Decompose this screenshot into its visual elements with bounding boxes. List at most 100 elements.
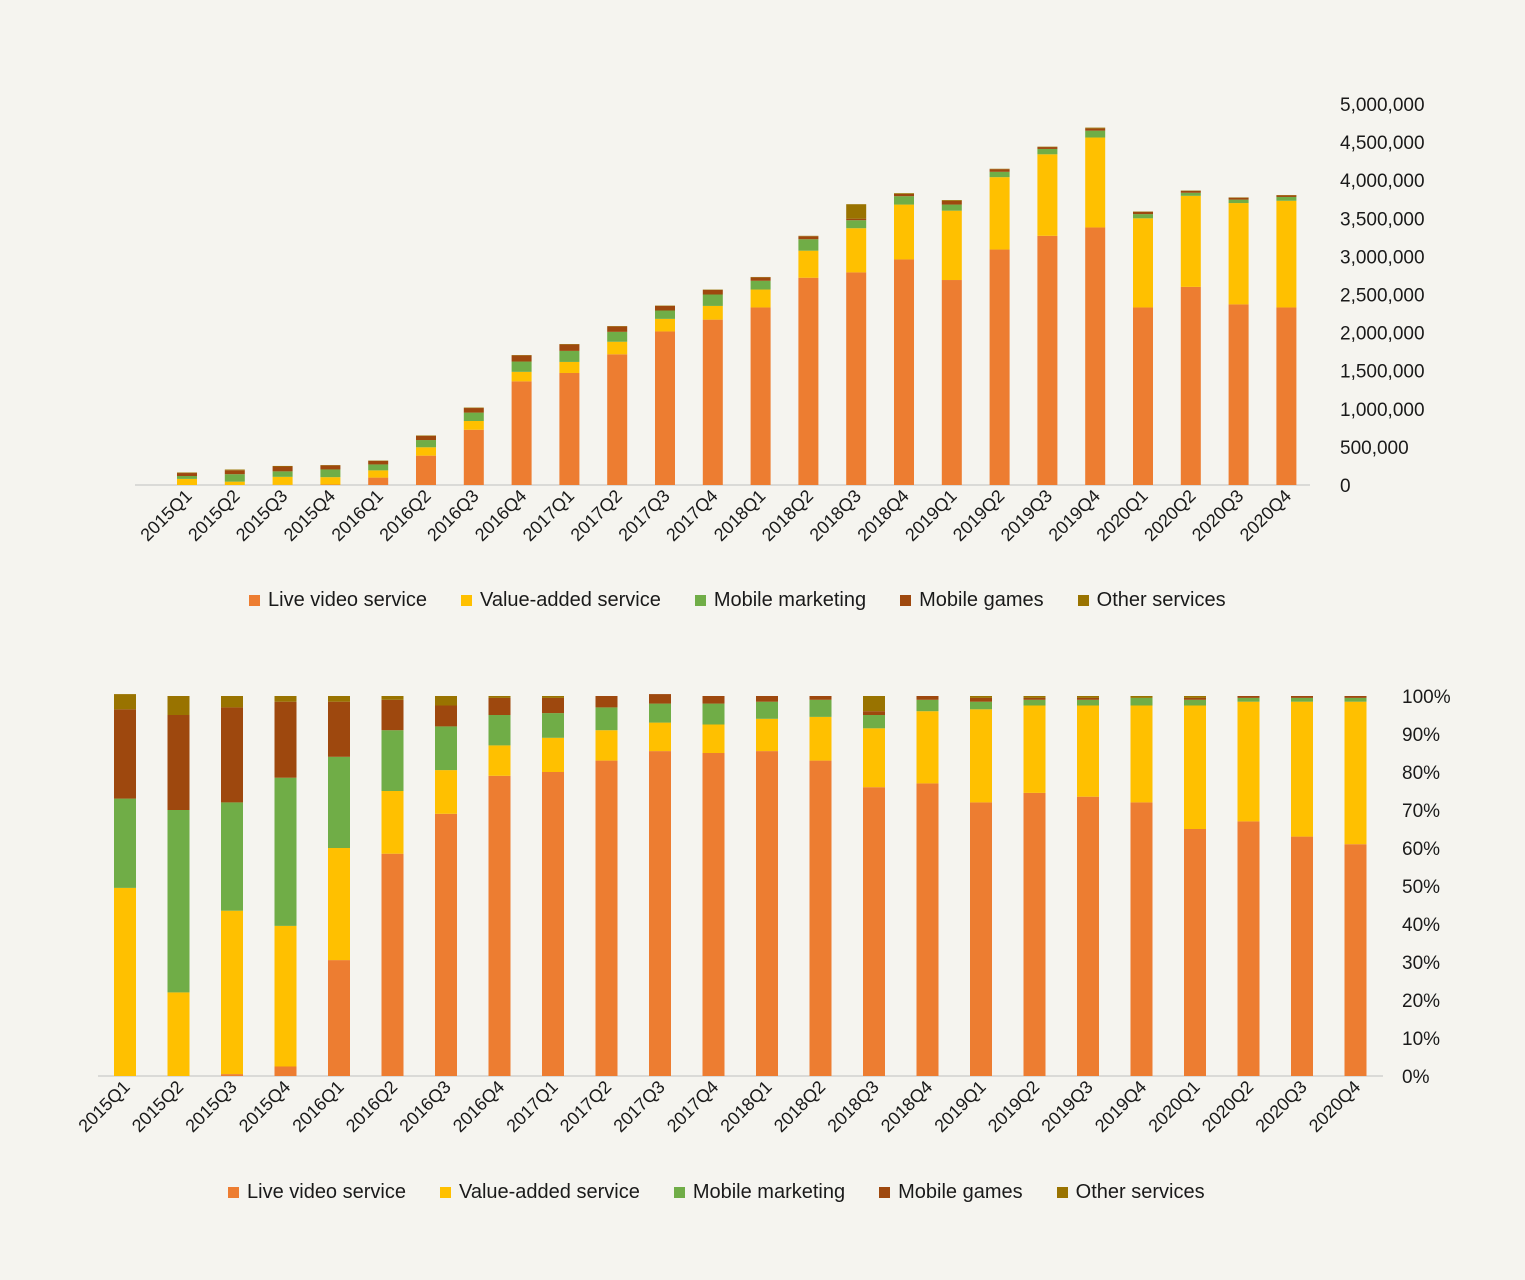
chart1-bar-other-services-2015q3 (272, 465, 293, 467)
chart2-x-tick-label: 2016Q3 (395, 1077, 454, 1136)
chart1-bar-mobile-marketing-2017q3 (655, 310, 675, 319)
chart1-x-tick-label: 2018Q1 (710, 486, 769, 545)
chart1-bar-value-added-service-2020q3 (1228, 203, 1249, 305)
chart1-legend-label: Other services (1096, 589, 1226, 611)
chart2-bar-mobile-marketing-2019q3 (1077, 699, 1099, 706)
chart1-bar-live-video-service-2019q4 (1085, 227, 1106, 485)
chart1-x-tick-label: 2018Q3 (806, 486, 865, 545)
chart1-bar-mobile-marketing-2019q2 (989, 171, 1010, 178)
chart1-bar-live-video-service-2020q3 (1228, 304, 1249, 485)
chart2-bar-live-video-service-2017q2 (595, 760, 618, 1076)
chart1-bar-mobile-marketing-2015q4 (320, 469, 341, 478)
chart1-legend: Live video service Value-added service Mob… (249, 589, 1226, 612)
chart2-legend-label: Value-added service (458, 1181, 640, 1203)
chart1-bar-live-video-service-2018q3 (846, 272, 867, 485)
chart1-bar-mobile-games-2018q2 (798, 236, 819, 240)
chart1-x-tick-label: 2019Q4 (1045, 486, 1104, 545)
chart1-bar-live-video-service-2016q2 (416, 455, 436, 485)
chart2-y-tick-label: 50% (1402, 877, 1440, 898)
chart2-bar-mobile-marketing-2020q4 (1344, 697, 1367, 702)
chart2-bar-value-added-service-2016q2 (381, 791, 404, 854)
chart1-x-tick-label: 2019Q2 (949, 486, 1008, 545)
chart1-bar-value-added-service-2020q1 (1133, 218, 1153, 308)
chart2-bar-mobile-games-2019q1 (970, 697, 992, 702)
chart2-y-tick-label: 20% (1402, 991, 1440, 1012)
chart2-bar-mobile-games-2016q2 (381, 699, 404, 731)
chart1-bar-mobile-games-2016q4 (511, 355, 532, 362)
chart2-bar-value-added-service-2016q1 (328, 848, 350, 961)
chart2-bar-mobile-marketing-2020q1 (1184, 699, 1206, 706)
chart1-x-tick-label: 2017Q2 (567, 486, 626, 545)
chart2-x-tick-label: 2015Q3 (181, 1077, 240, 1136)
chart2-bar-value-added-service-2018q1 (756, 718, 778, 752)
chart1-x-tick-label: 2016Q2 (375, 486, 434, 545)
chart1-bar-mobile-marketing-2017q4 (702, 294, 723, 306)
chart1-bar-mobile-games-2019q2 (989, 169, 1010, 172)
chart1-y-tick-label: 3,000,000 (1340, 247, 1425, 268)
chart1-bar-other-services-2015q1 (177, 472, 197, 474)
chart2-bar-live-video-service-2017q4 (702, 753, 725, 1076)
chart2-bar-live-video-service-2018q2 (809, 760, 832, 1076)
chart2-bar-other-services-2016q1 (328, 696, 350, 702)
chart2-y-tick-label: 10% (1402, 1029, 1440, 1050)
chart1-bar-other-services-2018q3 (846, 204, 867, 219)
chart2-bar-live-video-service-2020q1 (1184, 829, 1206, 1076)
chart2-bar-mobile-games-2018q2 (809, 696, 832, 700)
chart1-y-tick-label: 4,000,000 (1340, 171, 1425, 192)
chart2-y-tick-label: 100% (1402, 687, 1451, 708)
chart2-x-tick-label: 2015Q2 (128, 1077, 187, 1136)
chart1-bar-live-video-service-2017q1 (559, 372, 580, 485)
absolute-revenue-chart: 0 500,000 1,000,000 1,500,000 2,000,000 2,500… (135, 95, 1425, 612)
chart2-x-tick-label: 2018Q3 (823, 1077, 882, 1136)
chart1-x-tick-label: 2020Q2 (1140, 486, 1199, 545)
chart2-bar-value-added-service-2020q3 (1291, 701, 1313, 837)
chart1-bar-mobile-games-2015q3 (272, 466, 293, 472)
chart1-bar-mobile-games-2018q3 (846, 218, 867, 221)
chart1-bar-live-video-service-2016q4 (511, 381, 532, 485)
chart1-bar-value-added-service-2018q2 (798, 250, 819, 278)
chart1-bar-mobile-marketing-2015q1 (177, 476, 197, 479)
chart1-x-tick-label: 2015Q2 (184, 486, 243, 545)
chart2-legend-item-live-video-service: Live video service (228, 1181, 406, 1204)
chart2-x-tick-label: 2020Q1 (1144, 1077, 1203, 1136)
chart1-x-tick-label: 2016Q4 (471, 486, 530, 545)
chart1-bar-other-services-2019q1 (941, 200, 962, 201)
chart2-x-tick-label: 2018Q2 (770, 1077, 829, 1136)
chart2-bar-mobile-marketing-2016q4 (488, 715, 511, 746)
chart1-y-tick-label: 1,000,000 (1340, 400, 1425, 421)
chart2-bar-mobile-games-2016q4 (488, 697, 511, 715)
chart2-bar-mobile-marketing-2019q4 (1130, 697, 1153, 706)
chart2-x-tick-label: 2019Q3 (1037, 1077, 1096, 1136)
chart2-bar-mobile-marketing-2019q2 (1023, 699, 1046, 706)
chart1-bar-mobile-marketing-2020q4 (1276, 196, 1297, 201)
chart2-bar-other-services-2015q4 (274, 696, 297, 702)
chart2-bar-mobile-marketing-2018q3 (863, 715, 885, 729)
chart2-bar-value-added-service-2017q1 (542, 737, 564, 772)
chart1-bar-value-added-service-2019q2 (989, 177, 1010, 250)
chart2-bar-value-added-service-2015q2 (167, 992, 190, 1076)
chart2-x-tick-label: 2019Q4 (1091, 1077, 1150, 1136)
chart1-bar-mobile-games-2020q2 (1180, 190, 1201, 193)
chart1-x-tick-label: 2020Q4 (1236, 486, 1295, 545)
chart2-x-tick-label: 2020Q2 (1198, 1077, 1257, 1136)
chart1-y-tick-label: 0 (1340, 476, 1351, 497)
chart2-bar-value-added-service-2019q2 (1023, 705, 1046, 793)
chart2-bar-other-services-2017q1 (542, 696, 564, 698)
chart2-bar-live-video-service-2016q3 (435, 813, 457, 1076)
chart1-bar-mobile-marketing-2016q1 (368, 464, 389, 471)
chart2-bar-mobile-games-2015q4 (274, 701, 297, 778)
chart1-bar-mobile-games-2015q1 (177, 473, 197, 477)
chart2-x-tick-label: 2017Q2 (556, 1077, 615, 1136)
chart1-y-tick-label: 500,000 (1340, 438, 1409, 459)
chart1-bar-value-added-service-2017q2 (607, 341, 628, 355)
chart1-bar-value-added-service-2020q4 (1276, 200, 1297, 308)
chart1-bar-mobile-marketing-2015q2 (224, 474, 245, 482)
chart1-y-tick-label: 3,500,000 (1340, 209, 1425, 230)
chart1-bar-value-added-service-2016q3 (463, 420, 484, 430)
chart2-bar-mobile-games-2017q3 (649, 694, 671, 704)
chart2-bar-mobile-marketing-2015q2 (167, 810, 190, 993)
chart1-x-tick-label: 2015Q3 (232, 486, 291, 545)
chart1-bar-mobile-games-2019q4 (1085, 128, 1106, 131)
chart2-bar-mobile-marketing-2017q1 (542, 713, 564, 738)
chart1-bar-mobile-marketing-2016q4 (511, 361, 532, 372)
